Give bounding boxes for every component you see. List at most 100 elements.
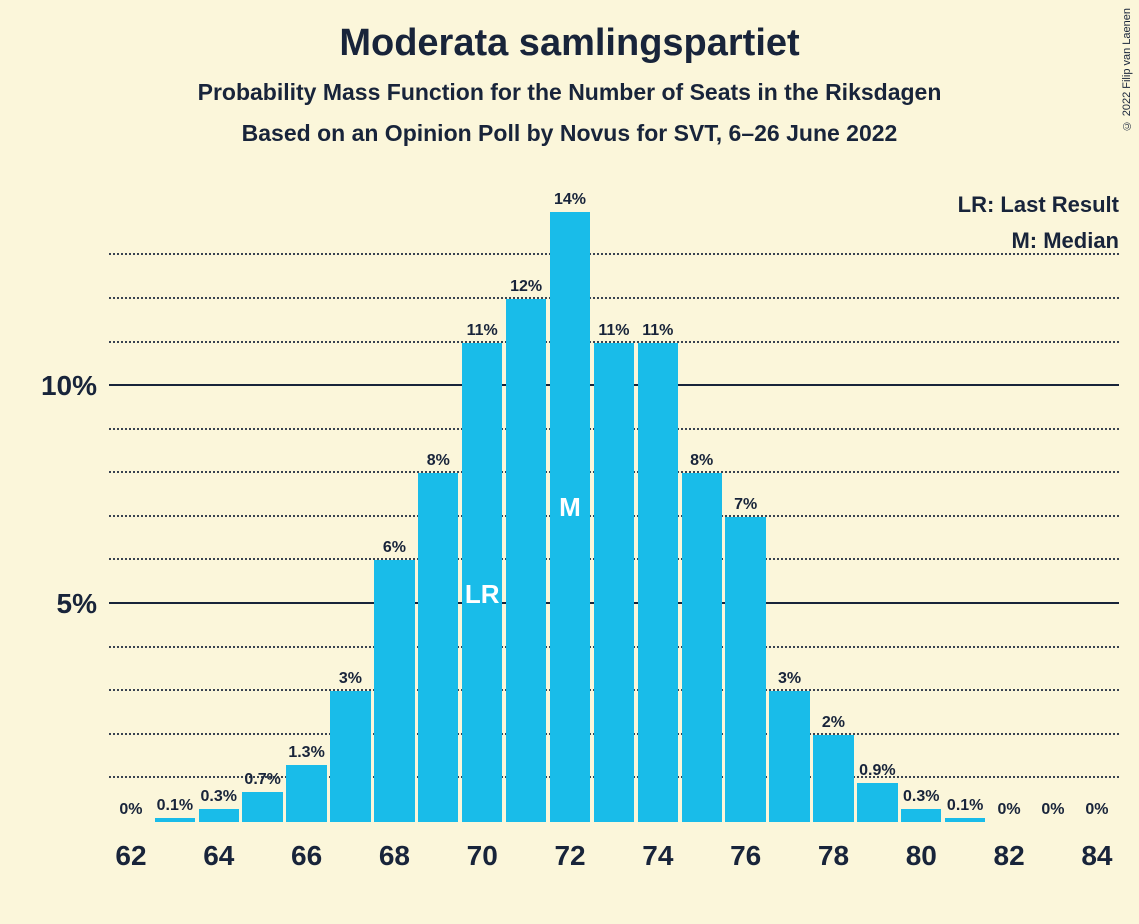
x-axis-spacer [153,840,197,880]
x-axis-label: 70 [460,840,504,880]
bar-annotation: M [559,492,581,523]
bar-slot: 8% [680,190,724,822]
bar-slot: 11% [636,190,680,822]
bar-value-label: 0.7% [244,771,280,792]
x-axis-spacer [768,840,812,880]
chart-title: Moderata samlingspartiet [0,0,1139,65]
bar-value-label: 0.1% [947,797,983,818]
bar-value-label: 11% [642,322,673,343]
bar-slot: 7% [724,190,768,822]
bar: 3% [769,691,809,822]
chart-subtitle-1: Probability Mass Function for the Number… [0,65,1139,106]
bar-slot: 1.3% [285,190,329,822]
bar-value-label: 0.1% [157,797,193,818]
bar-value-label: 0.9% [859,762,895,783]
bar: 6% [374,560,414,822]
y-axis-label: 10% [41,370,109,402]
bar-slot: 6% [372,190,416,822]
bar-slot: 0.1% [153,190,197,822]
bar: 11% [638,343,678,822]
bar-value-label: 11% [467,322,498,343]
bar-value-label: 0% [1085,801,1108,822]
bar-annotation: LR [465,579,500,610]
x-axis-spacer [504,840,548,880]
bar: 0.3% [901,809,941,822]
x-axis-spacer [416,840,460,880]
bar-slot: 0% [1075,190,1119,822]
bar: 11% [594,343,634,822]
bar: 12% [506,299,546,822]
legend-median: M: Median [958,228,1119,254]
bar: 1.3% [286,765,326,822]
bar-value-label: 2% [822,714,845,735]
bar-value-label: 8% [690,452,713,473]
x-axis-spacer [1031,840,1075,880]
x-axis-label: 68 [372,840,416,880]
x-axis-label: 82 [987,840,1031,880]
x-axis-spacer [680,840,724,880]
x-axis-label: 64 [197,840,241,880]
bar: 8% [418,473,458,822]
bar: 0.1% [945,818,985,822]
bar: 0.7% [242,792,282,823]
bar-value-label: 0% [1041,801,1064,822]
bar: 14%M [550,212,590,822]
bar: 11%LR [462,343,502,822]
x-axis-spacer [329,840,373,880]
x-axis-label: 62 [109,840,153,880]
bar-slot: 0.1% [943,190,987,822]
bar-slot: 2% [812,190,856,822]
bar-slot: 8% [416,190,460,822]
bar-slot: 0% [987,190,1031,822]
copyright-text: © 2022 Filip van Laenen [1121,8,1133,131]
bar-value-label: 12% [510,278,542,299]
bar-value-label: 3% [778,670,801,691]
bar-slot: 0% [109,190,153,822]
x-axis-label: 76 [724,840,768,880]
bar: 7% [725,517,765,822]
bar-value-label: 0.3% [903,788,939,809]
x-axis-spacer [592,840,636,880]
bar-slot: 0.7% [241,190,285,822]
bar-slot: 0.3% [899,190,943,822]
x-axis-label: 84 [1075,840,1119,880]
chart-legend: LR: Last Result M: Median [958,192,1119,254]
bar: 0.9% [857,783,897,822]
bar: 0.3% [199,809,239,822]
bar-slot: 0.9% [855,190,899,822]
x-axis-spacer [241,840,285,880]
bar-slot: 12% [504,190,548,822]
bar-value-label: 0% [119,801,142,822]
x-axis-label: 66 [285,840,329,880]
bar-slot: 14% M [548,190,592,822]
bar: 3% [330,691,370,822]
bar-value-label: 11% [598,322,629,343]
legend-last-result: LR: Last Result [958,192,1119,218]
y-axis-label: 5% [57,588,109,620]
x-axis-label: 80 [899,840,943,880]
bar-slot: 11% LR [460,190,504,822]
x-axis-label: 72 [548,840,592,880]
bar: 2% [813,735,853,822]
bar-value-label: 3% [339,670,362,691]
bar-value-label: 0.3% [201,788,237,809]
bar-slot: 3% [768,190,812,822]
bar-value-label: 7% [734,496,757,517]
bar-value-label: 0% [998,801,1021,822]
bar-value-label: 14% [554,191,586,212]
bar-value-label: 1.3% [288,744,324,765]
bar: 8% [682,473,722,822]
bar-slot: 11% [592,190,636,822]
chart-subtitle-2: Based on an Opinion Poll by Novus for SV… [0,106,1139,147]
bar-slot: 3% [329,190,373,822]
bar: 0.1% [155,818,195,822]
x-axis-spacer [943,840,987,880]
bar-slot: 0% [1031,190,1075,822]
bar-value-label: 8% [427,452,450,473]
x-axis-label: 74 [636,840,680,880]
bar-slot: 0.3% [197,190,241,822]
bar-value-label: 6% [383,539,406,560]
chart-plot-area: 5%10% 0%0.1%0.3%0.7%1.3%3%6%8%11%LR12%14… [109,190,1119,822]
x-axis-label: 78 [812,840,856,880]
x-axis-spacer [855,840,899,880]
